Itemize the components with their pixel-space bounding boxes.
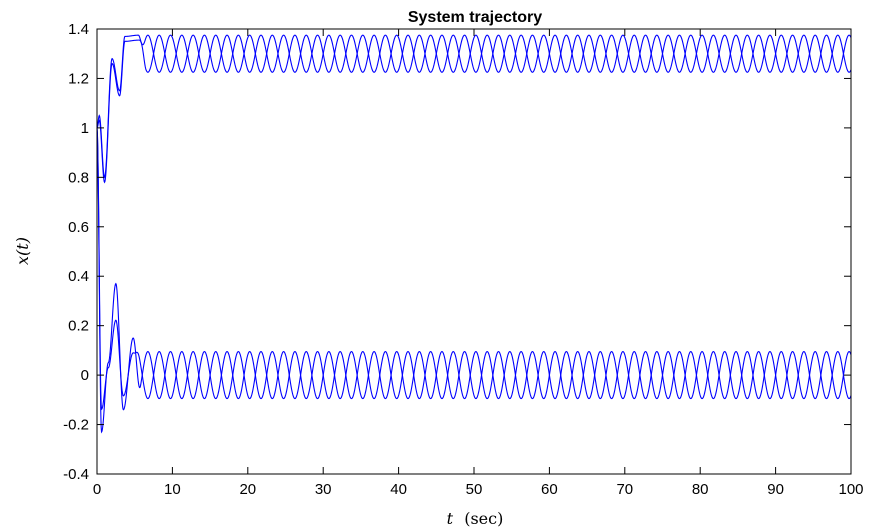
y-tick-label: 0 bbox=[81, 367, 89, 384]
y-tick-label: 1 bbox=[81, 120, 89, 137]
x-tick-label: 0 bbox=[93, 481, 101, 498]
y-tick-label: 0.6 bbox=[68, 219, 89, 236]
x-axis-unit: (sec) bbox=[464, 509, 503, 528]
x-tick-label: 60 bbox=[541, 481, 558, 498]
x-tick-label: 40 bbox=[390, 481, 407, 498]
trajectory-line-4 bbox=[96, 127, 852, 411]
x-tick-label: 70 bbox=[616, 481, 633, 498]
x-axis-label: t (sec) bbox=[447, 509, 504, 528]
trajectory-line-2 bbox=[96, 34, 852, 184]
y-tick-label: 1.4 bbox=[68, 21, 89, 38]
y-tick-label: 0.2 bbox=[68, 318, 89, 335]
trajectory-line-3 bbox=[96, 127, 852, 434]
y-tick-label: 1.2 bbox=[68, 70, 89, 87]
x-tick-label: 100 bbox=[838, 481, 863, 498]
plot-area bbox=[96, 34, 852, 434]
chart-title: System trajectory bbox=[408, 9, 542, 26]
x-tick-label: 30 bbox=[315, 481, 332, 498]
x-tick-label: 80 bbox=[692, 481, 709, 498]
x-tick-label: 10 bbox=[164, 481, 181, 498]
y-axis-label: x(t) bbox=[13, 237, 32, 265]
x-axis-variable: t bbox=[447, 509, 454, 528]
y-tick-label: -0.4 bbox=[63, 466, 89, 483]
x-tick-label: 50 bbox=[466, 481, 483, 498]
trajectory-line-1 bbox=[96, 34, 852, 179]
y-tick-label: 0.4 bbox=[68, 268, 89, 285]
y-tick-label: 0.8 bbox=[68, 169, 89, 186]
y-axis: -0.4 -0.2 0 0.2 0.4 0.6 0.8 1 1.2 1.4 bbox=[63, 21, 851, 483]
x-tick-label: 20 bbox=[239, 481, 256, 498]
y-tick-label: -0.2 bbox=[63, 417, 89, 434]
x-axis: 0 10 20 30 40 50 60 70 80 90 100 bbox=[93, 29, 864, 498]
axes-frame bbox=[96, 28, 852, 475]
x-tick-label: 90 bbox=[767, 481, 784, 498]
